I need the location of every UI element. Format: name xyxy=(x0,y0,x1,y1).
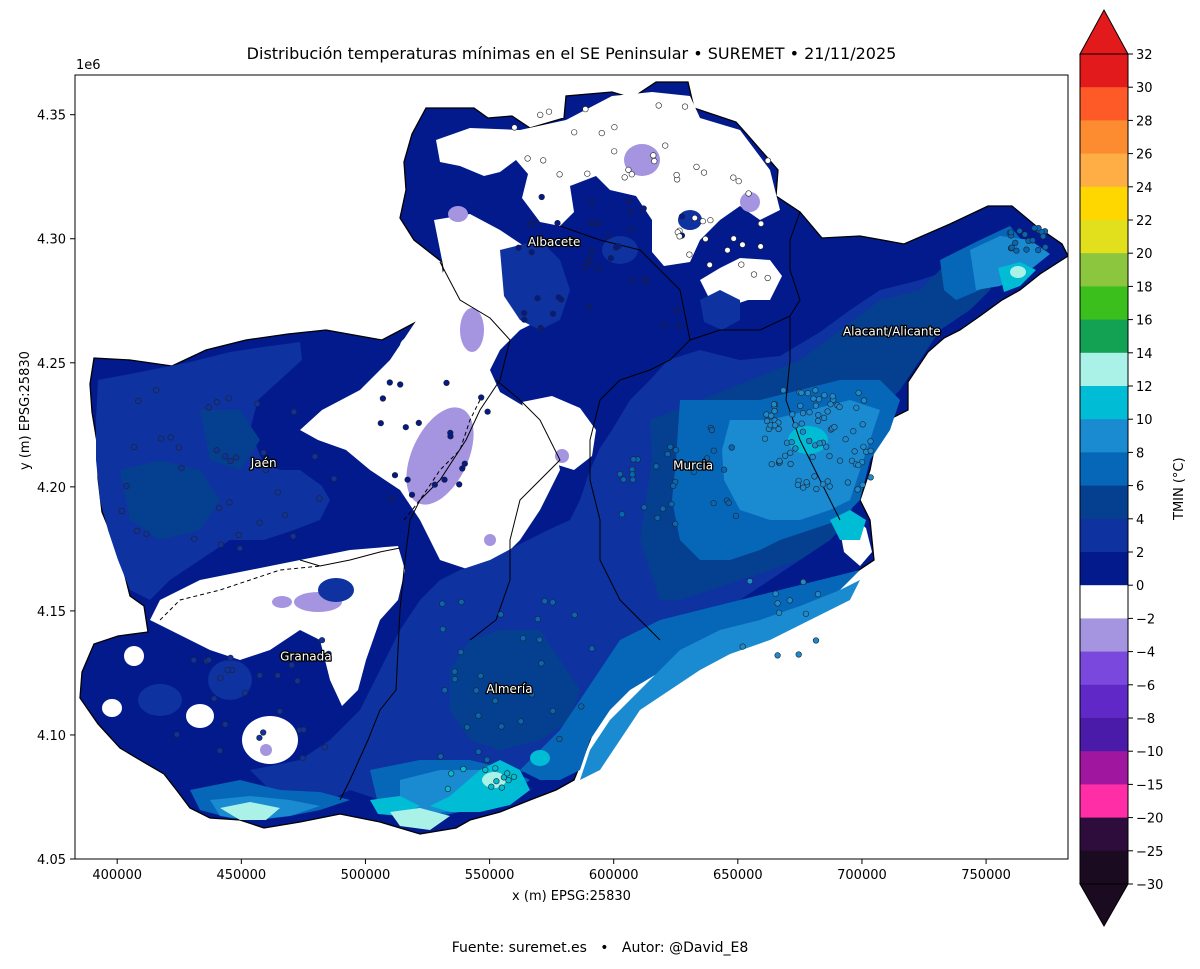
x-tick-label: 400000 xyxy=(92,868,142,883)
colorbar-segment xyxy=(1080,186,1128,221)
footer-credits: Fuente: suremet.es • Autor: @David_E8 xyxy=(451,940,749,956)
place-label-albacete: Albacete xyxy=(528,235,581,249)
colorbar-segment xyxy=(1080,419,1128,453)
colorbar-segment xyxy=(1080,452,1128,487)
colorbar-segment xyxy=(1080,585,1128,619)
colorbar: 32302826242220181614121086420−2−4−6−8−10… xyxy=(1079,8,1163,928)
colorbar-tick-label: 18 xyxy=(1136,280,1153,295)
region-dashed-border xyxy=(159,565,321,621)
colorbar-segment xyxy=(1080,253,1128,287)
colorbar-segment xyxy=(1080,153,1128,188)
colorbar-segment xyxy=(1080,386,1128,420)
y-offset-label: 1e6 xyxy=(76,58,101,73)
colorbar-segment xyxy=(1080,850,1128,885)
colorbar-tick-label: 2 xyxy=(1136,546,1144,561)
colorbar-segment xyxy=(1080,618,1128,653)
colorbar-tick-label: −15 xyxy=(1136,778,1163,793)
weather-stations xyxy=(118,102,1049,793)
y-axis-ticks: 4.05 4.10 4.15 4.20 4.25 4.30 4.35 xyxy=(37,109,75,868)
colorbar-segment xyxy=(1080,684,1128,719)
colorbar-segment xyxy=(1080,319,1128,354)
colorbar-segment xyxy=(1080,751,1128,785)
colorbar-tick-label: −30 xyxy=(1136,878,1163,893)
place-label-granada: Granada xyxy=(280,650,332,664)
colorbar-tick-label: 12 xyxy=(1136,380,1153,395)
colorbar-tick-label: 10 xyxy=(1136,413,1153,428)
y-tick-label: 4.05 xyxy=(37,853,66,868)
colorbar-tick-label: 32 xyxy=(1136,48,1153,63)
colorbar-tick-label: 24 xyxy=(1136,181,1153,196)
zone-12-14 xyxy=(220,266,1026,830)
y-tick-label: 4.15 xyxy=(37,605,66,620)
y-tick-label: 4.30 xyxy=(37,233,66,248)
colorbar-tick-label: 30 xyxy=(1136,81,1153,96)
colorbar-tick-label: 0 xyxy=(1136,579,1144,594)
colorbar-tick-label: −2 xyxy=(1136,612,1155,627)
colorbar-tick-label: 20 xyxy=(1136,247,1153,262)
subzero-lavender-patches xyxy=(260,144,760,756)
x-tick-label: 700000 xyxy=(837,868,887,883)
colorbar-tick-label: −25 xyxy=(1136,845,1163,860)
colorbar-tick-label: 14 xyxy=(1136,347,1153,362)
province-borders xyxy=(299,211,841,801)
colorbar-segment xyxy=(1080,54,1128,88)
colorbar-tick-label: −6 xyxy=(1136,679,1155,694)
region-dashed-border-2 xyxy=(403,399,481,521)
colorbar-segment xyxy=(1080,352,1128,387)
colorbar-tick-label: 16 xyxy=(1136,314,1153,329)
colorbar-segment xyxy=(1080,784,1128,819)
colorbar-tick-label: 26 xyxy=(1136,148,1153,163)
x-tick-label: 650000 xyxy=(713,868,763,883)
colorbar-tick-label: 8 xyxy=(1136,446,1144,461)
colorbar-segment xyxy=(1080,485,1128,520)
subzero-white-zones xyxy=(102,92,872,764)
y-tick-label: 4.20 xyxy=(37,481,66,496)
colorbar-tick-label: −4 xyxy=(1136,646,1155,661)
colorbar-extend-bottom xyxy=(1079,883,1129,928)
place-label-murcia: Murcia xyxy=(673,458,713,472)
place-labels: Albacete Alacant/Alicante Jaén Murcia Granad… xyxy=(248,234,941,697)
colorbar-tick-label: 6 xyxy=(1136,480,1144,495)
x-tick-label: 450000 xyxy=(217,868,267,883)
plot-frame xyxy=(74,74,1069,860)
y-tick-label: 4.10 xyxy=(37,729,66,744)
place-label-alacant-alicante: Alacant/Alicante xyxy=(843,325,941,339)
colorbar-frame xyxy=(1079,53,1129,885)
x-tick-label: 600000 xyxy=(589,868,639,883)
place-label-almer-a: Almería xyxy=(486,682,532,696)
place-label-ja-n: Jaén xyxy=(250,456,277,470)
map-title: Distribución temperaturas mínimas en el … xyxy=(246,44,897,63)
colorbar-segment xyxy=(1080,220,1128,254)
colorbar-segment xyxy=(1080,518,1128,553)
zone-8-10 xyxy=(210,236,1050,820)
colorbar-tick-label: −8 xyxy=(1136,712,1155,727)
colorbar-segment xyxy=(1080,87,1128,121)
y-tick-label: 4.25 xyxy=(37,357,66,372)
colorbar-tick-label: 28 xyxy=(1136,114,1153,129)
colorbar-segment xyxy=(1080,817,1128,852)
colorbar-tick-label: −10 xyxy=(1136,745,1163,760)
colorbar-tick-label: 22 xyxy=(1136,214,1153,229)
y-tick-label: 4.35 xyxy=(37,109,66,124)
colorbar-segment xyxy=(1080,552,1128,586)
colorbar-tick-label: 4 xyxy=(1136,513,1144,528)
x-tick-label: 550000 xyxy=(465,868,515,883)
colorbar-tick-label: −20 xyxy=(1136,812,1163,827)
x-axis-ticks: 400000 450000 500000 550000 600000 650000 7000… xyxy=(92,859,1011,883)
colorbar-segment xyxy=(1080,651,1128,686)
colorbar-segment xyxy=(1080,718,1128,752)
x-tick-label: 500000 xyxy=(341,868,391,883)
colorbar-segment xyxy=(1080,120,1128,155)
x-axis-label: x (m) EPSG:25830 xyxy=(512,889,631,904)
x-tick-label: 750000 xyxy=(961,868,1011,883)
colorbar-segment xyxy=(1080,286,1128,321)
colorbar-extend-top xyxy=(1079,8,1129,55)
